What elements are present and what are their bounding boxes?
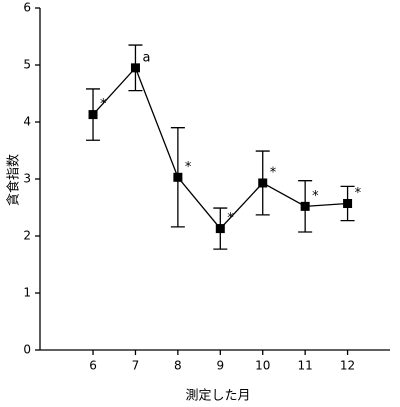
annotation: * (312, 189, 319, 204)
point (215, 224, 225, 234)
annotation: * (185, 160, 192, 175)
x-tick-label: 7 (132, 359, 140, 373)
y-tick-label: 3 (23, 172, 31, 186)
point (258, 178, 268, 188)
y-tick-label: 5 (23, 58, 31, 72)
y-axis-label: 貪食指数 (6, 154, 22, 206)
y-tick-label: 4 (23, 115, 31, 129)
point (300, 201, 310, 211)
x-tick-label: 8 (174, 359, 182, 373)
x-tick-label: 12 (340, 359, 355, 373)
y-tick-label: 2 (23, 229, 31, 243)
x-tick-label: 11 (298, 359, 313, 373)
point (130, 63, 140, 73)
y-tick-label: 0 (23, 343, 31, 357)
x-tick-label: 10 (255, 359, 270, 373)
annotation: * (355, 186, 362, 201)
annotation: * (227, 211, 234, 226)
annotation: * (100, 97, 107, 112)
x-axis-label: 測定した月 (185, 389, 250, 404)
x-tick-label: 6 (89, 359, 97, 373)
y-tick-label: 6 (23, 1, 31, 15)
point (343, 199, 353, 209)
annotation: a (142, 50, 150, 65)
y-tick-label: 1 (23, 286, 31, 300)
point (88, 110, 98, 120)
annotation: * (270, 165, 277, 180)
point (173, 172, 183, 182)
x-tick-label: 9 (216, 359, 224, 373)
